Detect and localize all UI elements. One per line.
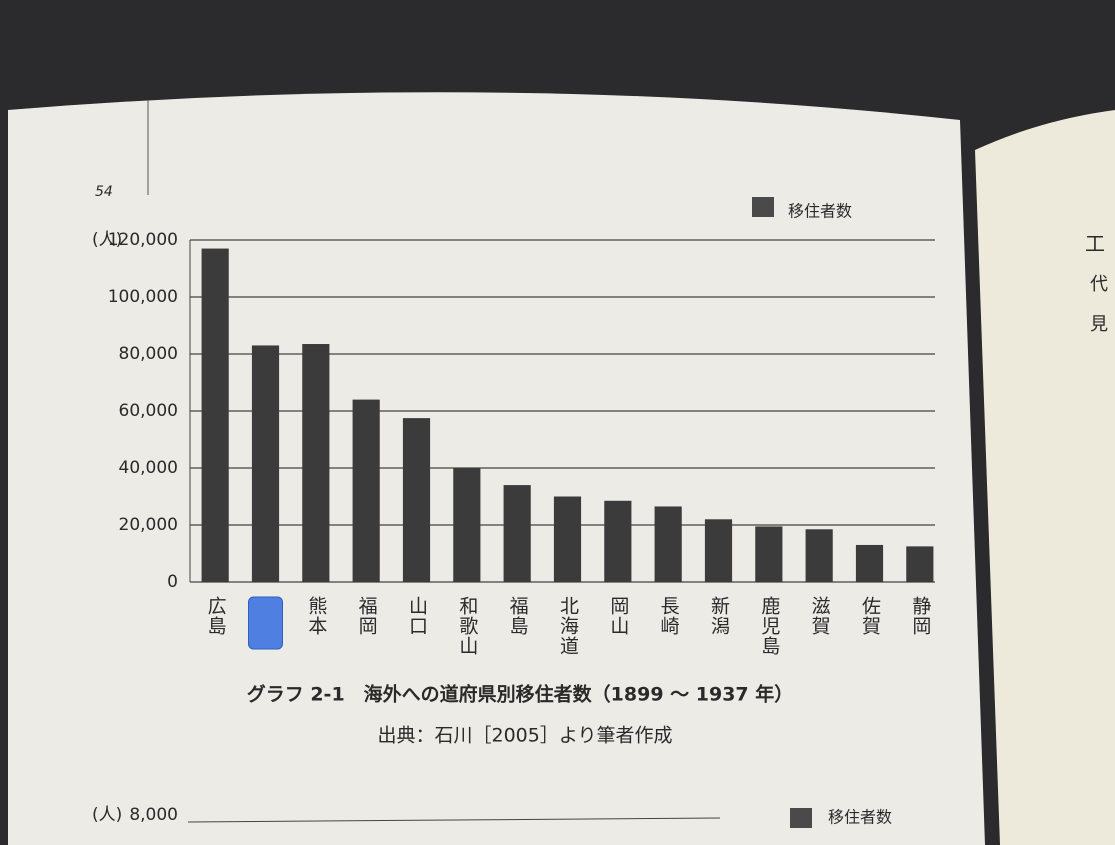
y-unit: (人): [92, 230, 122, 250]
next-y-unit: (人): [92, 805, 122, 825]
next-grid-line: [187, 817, 721, 823]
next-legend-swatch: [790, 808, 812, 828]
x-tick-label: 岡山: [607, 596, 629, 636]
x-tick-label: 新潟: [708, 596, 730, 636]
bar: [503, 485, 531, 582]
x-tick-label: 長崎: [658, 596, 680, 636]
bar: [755, 526, 783, 582]
legend-swatch: [752, 197, 774, 217]
x-tick-label: 広島: [205, 596, 227, 636]
y-tick-label: 0: [167, 572, 178, 592]
x-tick-label: 滋賀: [809, 596, 831, 636]
bar: [453, 468, 481, 582]
next-top-tick: 8,000: [129, 805, 178, 825]
bar: [302, 344, 330, 582]
bar: [352, 399, 380, 582]
next-legend-label: 移住者数: [828, 808, 892, 827]
source: 出典：石川［2005］より筆者作成: [378, 725, 673, 747]
facing-text: 代: [1090, 274, 1108, 295]
x-tick-label: 和歌山: [456, 596, 478, 656]
bar: [604, 500, 632, 582]
page: [8, 92, 985, 845]
x-tick-label: 佐賀: [859, 596, 881, 636]
y-tick-label: 100,000: [108, 287, 178, 307]
caption: グラフ 2-1 海外への道府県別移住者数（1899 ～ 1937 年）: [247, 683, 794, 706]
x-tick-label: 福島: [507, 596, 529, 636]
bar: [855, 544, 884, 582]
page-number: 54: [95, 184, 113, 200]
y-tick-label: 20,000: [119, 515, 178, 535]
x-tick-label: 福岡: [356, 596, 378, 636]
bar: [201, 248, 229, 583]
y-tick-label: 120,000: [108, 230, 178, 250]
x-tick-label: 鹿児島: [758, 596, 780, 656]
x-tick-label: 北海道: [557, 596, 579, 656]
x-tick-label: 静岡: [909, 596, 931, 636]
y-tick-label: 60,000: [119, 401, 178, 421]
x-tick-label: 熊本: [305, 596, 327, 636]
facing-page: [975, 110, 1115, 845]
bar: [654, 506, 682, 582]
y-tick-label: 40,000: [119, 458, 178, 478]
bar: [251, 345, 280, 582]
bar: [805, 529, 833, 582]
bar: [402, 418, 431, 582]
facing-text: 工: [1085, 232, 1105, 256]
bar: [906, 546, 934, 582]
legend-label: 移住者数: [788, 202, 852, 221]
masked-label: [248, 596, 283, 650]
y-tick-label: 80,000: [119, 344, 178, 364]
x-tick-label: 山口: [406, 596, 428, 636]
bar: [704, 519, 733, 582]
bar: [553, 496, 582, 582]
facing-text: 見: [1090, 314, 1108, 335]
